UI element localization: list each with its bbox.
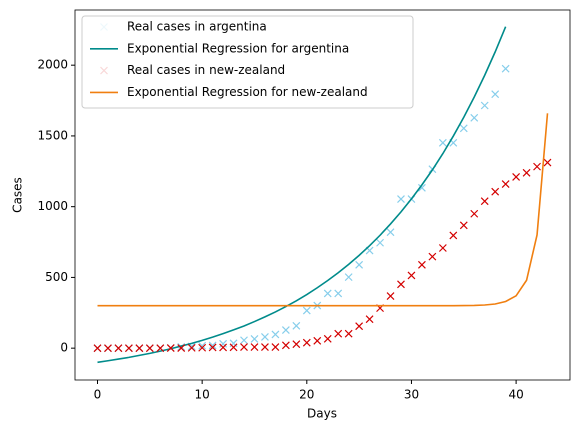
marker: [250, 335, 259, 343]
marker: [250, 343, 259, 351]
marker: [156, 344, 165, 353]
marker: [229, 343, 238, 352]
marker: [386, 292, 395, 301]
marker: [470, 113, 479, 122]
marker: [334, 329, 343, 338]
marker: [501, 64, 510, 73]
x-tick-label: 20: [299, 388, 314, 402]
marker: [261, 343, 269, 351]
marker: [271, 343, 280, 351]
marker: [208, 343, 217, 352]
x-tick-label: 0: [94, 388, 102, 402]
marker: [438, 138, 447, 147]
marker: [292, 340, 301, 349]
y-tick-label: 1500: [37, 128, 68, 142]
legend-label: Exponential Regression for argentina: [127, 41, 349, 55]
marker: [323, 289, 332, 298]
line: [97, 113, 549, 307]
marker: [533, 162, 541, 171]
x-tick-label: 30: [404, 388, 419, 402]
marker: [261, 333, 269, 341]
legend-box: [81, 15, 414, 109]
marker: [417, 260, 426, 269]
marker: [334, 289, 343, 298]
marker: [135, 344, 144, 353]
x-tick-label: 40: [508, 388, 523, 402]
marker: [240, 343, 248, 351]
legend-label: Real cases in new-zealand: [127, 63, 285, 77]
marker: [480, 101, 489, 110]
marker: [522, 168, 531, 177]
y-tick-label: 2000: [37, 58, 68, 72]
marker: [480, 197, 489, 206]
marker: [104, 344, 112, 353]
marker: [344, 329, 353, 338]
marker: [198, 341, 207, 350]
marker: [365, 315, 374, 324]
marker: [177, 342, 186, 351]
marker: [449, 231, 458, 240]
marker: [124, 344, 133, 353]
marker: [313, 336, 322, 345]
line: [97, 26, 507, 364]
marker: [281, 326, 290, 334]
marker: [543, 158, 552, 167]
marker: [166, 344, 175, 352]
marker: [302, 338, 311, 347]
marker: [397, 195, 405, 203]
marker: [397, 280, 405, 289]
marker: [376, 238, 384, 247]
marker: [292, 321, 301, 330]
marker: [491, 90, 500, 99]
marker: [240, 336, 248, 345]
marker: [145, 344, 154, 353]
marker: [386, 228, 395, 237]
marker: [355, 260, 364, 269]
marker: [417, 183, 426, 192]
marker: [470, 209, 479, 218]
marker: [459, 124, 468, 133]
marker: [198, 343, 207, 352]
marker: [407, 271, 416, 280]
marker: [323, 334, 332, 343]
marker: [229, 339, 238, 348]
marker: [491, 187, 500, 196]
axes-frame: [74, 9, 571, 381]
marker: [501, 180, 510, 188]
y-axis-label: Cases: [11, 177, 25, 213]
y-tick-label: 0: [60, 341, 68, 355]
y-tick-label: 1000: [37, 199, 68, 213]
marker: [302, 306, 311, 315]
x-axis-label: Days: [307, 407, 337, 421]
marker: [271, 330, 280, 339]
legend-label: Exponential Regression for new-zealand: [127, 85, 368, 99]
marker: [512, 173, 521, 181]
legend-label: Real cases in argentina: [127, 20, 267, 34]
marker: [281, 341, 290, 350]
marker: [219, 339, 228, 348]
marker: [177, 344, 186, 352]
marker: [208, 341, 217, 350]
marker: [438, 244, 447, 252]
marker: [219, 343, 228, 352]
marker: [459, 221, 468, 230]
marker: [114, 344, 123, 353]
marker: [344, 273, 353, 282]
y-tick-label: 500: [45, 270, 68, 284]
marker: [355, 322, 364, 331]
marker: [428, 252, 437, 261]
marker: [93, 344, 102, 353]
plot: [93, 23, 552, 364]
marker: [187, 343, 196, 352]
x-tick-label: 10: [195, 388, 210, 402]
